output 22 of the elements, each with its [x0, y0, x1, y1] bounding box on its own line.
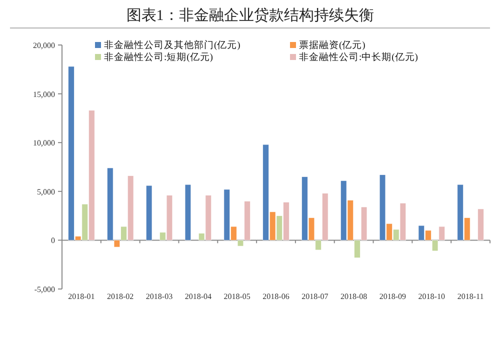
y-tick-label: -5,000: [34, 285, 55, 294]
legend-label: 票据融资(亿元): [299, 39, 366, 51]
y-tick-label: 0: [51, 236, 55, 246]
x-tick-label: 2018-03: [146, 292, 173, 301]
x-tick-label: 2018-07: [302, 292, 328, 301]
x-tick-label: 2018-08: [340, 292, 368, 301]
x-tick-label: 2018-06: [262, 292, 290, 301]
x-tick-label: 2018-05: [224, 292, 250, 301]
x-tick-label: 2018-01: [68, 292, 95, 301]
x-tick-label: 2018-09: [379, 292, 406, 301]
legend-label: 非金融性公司及其他部门(亿元): [104, 39, 240, 51]
y-tick-label: 20,000: [33, 41, 55, 50]
chart-title: 图表1：非金融企业贷款结构持续失衡: [126, 7, 374, 24]
legend-label: 非金融性公司:短期(亿元): [104, 51, 213, 63]
y-tick-label: 5,000: [37, 187, 55, 196]
legend-label: 非金融性公司:中长期(亿元): [299, 51, 418, 63]
x-tick-label: 2018-02: [107, 292, 134, 301]
x-tick-label: 2018-10: [418, 292, 445, 301]
y-tick-label: 10,000: [33, 138, 55, 148]
y-tick-label: 15,000: [33, 90, 55, 99]
x-tick-label: 2018-04: [184, 292, 212, 301]
x-tick-label: 2018-11: [457, 292, 484, 301]
